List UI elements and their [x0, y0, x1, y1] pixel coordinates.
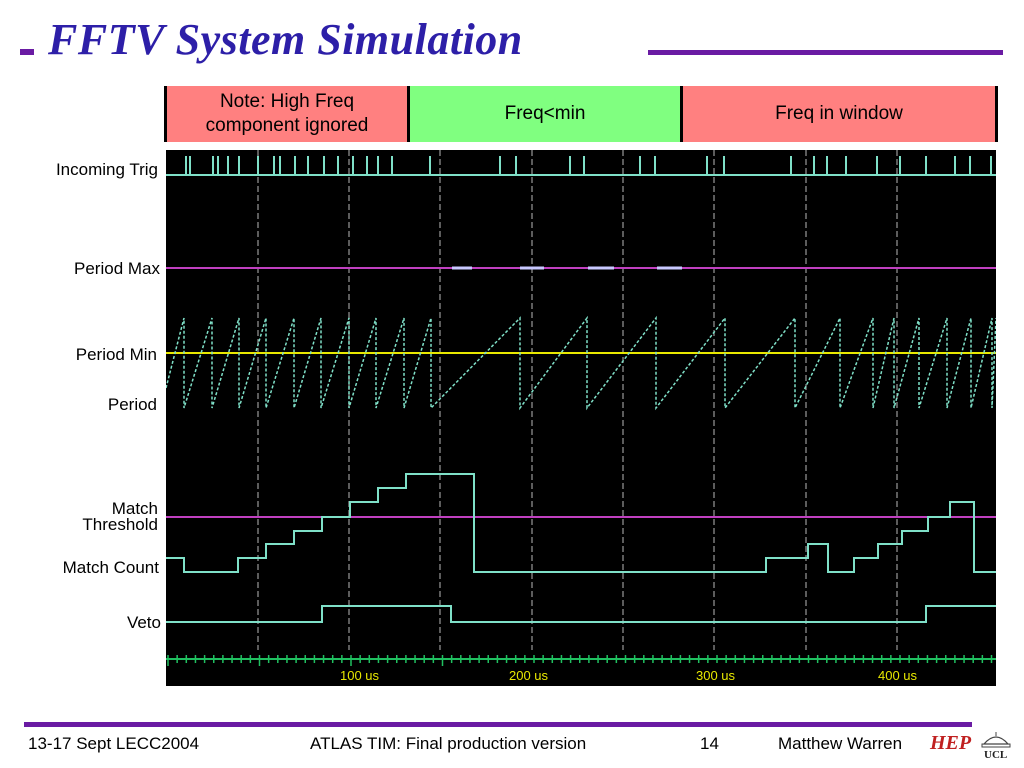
period-trace [166, 315, 996, 411]
oscilloscope-display: 100 us 200 us 300 us 400 us [166, 150, 996, 686]
svg-text:UCL: UCL [984, 749, 1007, 760]
time-gridlines [257, 150, 898, 650]
footer-talk-title: ATLAS TIM: Final production version [310, 734, 587, 753]
match-count-trace [166, 473, 996, 573]
band-high-freq-note: Note: High Freq component ignored [167, 86, 407, 142]
footer-date: 13-17 Sept LECC2004 [28, 734, 200, 753]
tick-label-400: 400 us [878, 668, 918, 683]
footer-rule [24, 722, 972, 727]
title-bar: FFTV System Simulation [0, 0, 1024, 80]
label-veto: Veto [126, 613, 161, 632]
footer-page-number: 14 [700, 734, 719, 753]
incoming-trig-trace [166, 156, 996, 176]
label-threshold: Threshold [82, 515, 158, 534]
ucl-logo: UCL [976, 730, 1016, 761]
title-bullet [20, 49, 34, 55]
label-incoming-trig: Incoming Trig [55, 160, 158, 179]
footer-author: Matthew Warren [778, 734, 903, 753]
band-label: Freq<min [504, 103, 586, 124]
hep-logo: HEP [930, 732, 972, 754]
label-match-count: Match Count [62, 558, 159, 577]
page-title: FFTV System Simulation [48, 15, 523, 64]
tick-label-300: 300 us [696, 668, 736, 683]
band-label: Note: High Freq component ignored [205, 91, 369, 136]
band-freq-window: Freq in window [683, 86, 995, 142]
time-axis-ticks [167, 655, 993, 666]
band-label: Freq in window [775, 103, 903, 124]
tick-label-100: 100 us [340, 668, 380, 683]
veto-trace [166, 605, 996, 623]
tick-label-200: 200 us [509, 668, 549, 683]
label-period: Period [107, 395, 157, 414]
label-period-min: Period Min [75, 345, 157, 364]
band-divider [164, 86, 167, 142]
title-rule [648, 50, 1003, 55]
band-divider [995, 86, 998, 142]
band-divider [407, 86, 410, 142]
band-freq-min: Freq<min [410, 86, 680, 142]
waveform-canvas: 100 us 200 us 300 us 400 us [166, 150, 996, 683]
band-divider [680, 86, 683, 142]
label-period-max: Period Max [74, 259, 160, 278]
label-match: Match [111, 499, 158, 518]
ucl-dome-icon: UCL [981, 732, 1011, 761]
